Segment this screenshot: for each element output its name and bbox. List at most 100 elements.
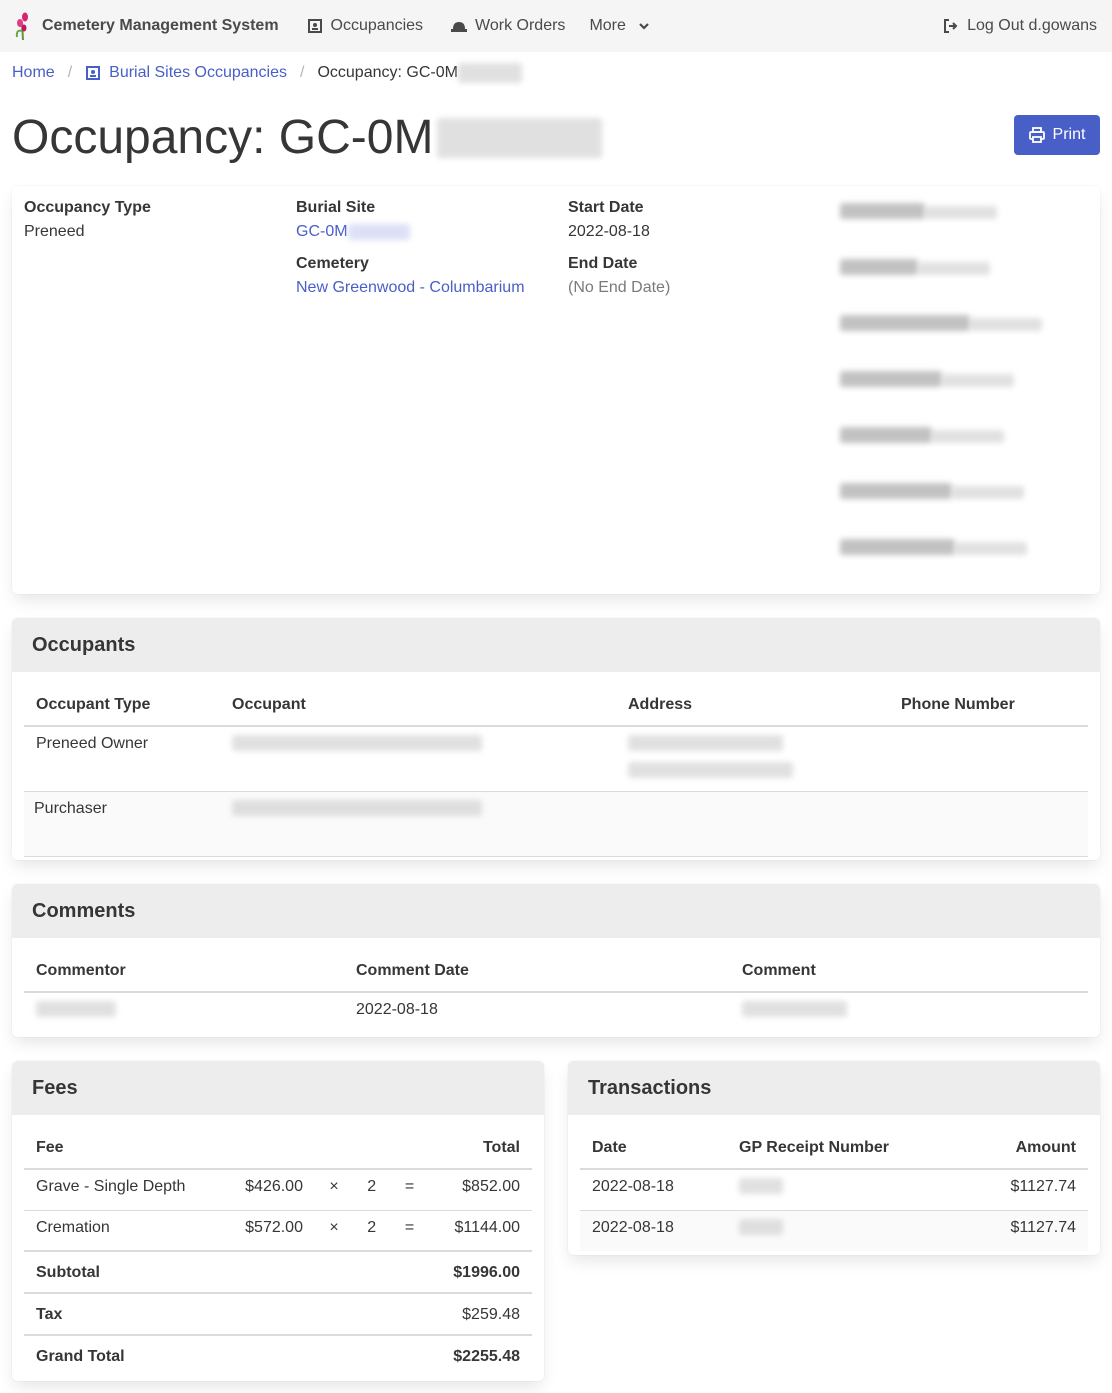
end-date-field: End Date (No End Date) bbox=[568, 252, 670, 300]
field-label: Start Date bbox=[568, 199, 644, 216]
logout-label: Log Out d.gowans bbox=[967, 17, 1097, 34]
comments-panel: Comments Commentor Comment Date Comment 20… bbox=[12, 884, 1100, 1037]
transactions-panel: Transactions Date GP Receipt Number Amount… bbox=[568, 1061, 1100, 1255]
equals-sign: = bbox=[390, 1210, 429, 1252]
breadcrumb-occupancies[interactable]: Burial Sites Occupancies bbox=[85, 64, 287, 82]
fee-unit-price: $426.00 bbox=[221, 1169, 315, 1211]
field-label: Cemetery bbox=[296, 255, 369, 272]
fee-total: $852.00 bbox=[428, 1169, 532, 1211]
tax-value: $259.48 bbox=[428, 1293, 532, 1336]
breadcrumb-occupancies-label: Burial Sites Occupancies bbox=[109, 64, 287, 81]
breadcrumb-separator: / bbox=[300, 64, 305, 81]
column-header: Comment Date bbox=[344, 950, 730, 993]
subtotal-label: Subtotal bbox=[24, 1251, 429, 1294]
occupants-panel: Occupants Occupant Type Occupant Address Ph… bbox=[12, 618, 1100, 860]
field-value: Preneed bbox=[24, 223, 85, 240]
transaction-date: 2022-08-18 bbox=[580, 1169, 727, 1211]
nav-occupancies[interactable]: Occupancies bbox=[307, 17, 424, 35]
breadcrumb: Home / Burial Sites Occupancies / Occupa… bbox=[12, 63, 522, 83]
fee-quantity: 2 bbox=[352, 1169, 391, 1211]
start-date-field: Start Date 2022-08-18 bbox=[568, 196, 650, 244]
column-header: Occupant Type bbox=[24, 684, 220, 727]
transaction-date: 2022-08-18 bbox=[592, 1218, 674, 1236]
grand-total-label: Grand Total bbox=[36, 1348, 125, 1365]
table-row: 2022-08-18 bbox=[24, 992, 1088, 1030]
column-header: GP Receipt Number bbox=[727, 1127, 966, 1170]
fee-name: Cremation bbox=[24, 1210, 222, 1252]
tax-row: Tax $259.48 bbox=[24, 1293, 532, 1336]
table-row: Purchaser bbox=[24, 791, 1088, 857]
column-header: Comment bbox=[730, 950, 1088, 993]
transaction-row: 2022-08-18 $1127.74 bbox=[580, 1169, 1088, 1211]
transaction-row: 2022-08-18 $1127.74 bbox=[580, 1210, 1088, 1251]
breadcrumb-separator: / bbox=[67, 64, 73, 81]
table-row: Preneed Owner bbox=[24, 726, 1088, 792]
cemetery-link[interactable]: New Greenwood - Columbarium bbox=[296, 279, 525, 296]
column-header: Fee bbox=[24, 1127, 429, 1170]
transaction-amount: $1127.74 bbox=[1010, 1218, 1076, 1236]
nav-occupancies-label: Occupancies bbox=[330, 17, 424, 34]
grand-total-value: $2255.48 bbox=[453, 1348, 520, 1365]
fee-unit-price: $572.00 bbox=[221, 1210, 315, 1252]
navbar: Cemetery Management System Occupancies W… bbox=[0, 0, 1112, 52]
tulip-logo-icon bbox=[15, 12, 28, 41]
column-header: Phone Number bbox=[889, 684, 1088, 727]
nav-work-orders-label: Work Orders bbox=[475, 17, 566, 34]
breadcrumb-current: Occupancy: GC-0M bbox=[317, 64, 458, 81]
field-label: Burial Site bbox=[296, 199, 376, 216]
field-value: (No End Date) bbox=[568, 279, 671, 296]
panel-heading: Transactions bbox=[568, 1061, 1100, 1115]
column-header: Total bbox=[428, 1127, 532, 1170]
chevron-down-icon bbox=[639, 23, 649, 30]
subtotal-value: $1996.00 bbox=[428, 1251, 532, 1294]
cemetery-field: Cemetery New Greenwood - Columbarium bbox=[296, 252, 525, 300]
nav-more-label: More bbox=[589, 17, 626, 34]
subtotal-row: Subtotal $1996.00 bbox=[24, 1251, 532, 1294]
logout-link[interactable]: Log Out d.gowans bbox=[943, 17, 1097, 35]
burial-site-field: Burial Site GC-0M bbox=[296, 196, 410, 244]
fee-quantity: 2 bbox=[352, 1210, 391, 1252]
fees-table: Fee Total Grave - Single Depth $426.00 × 2 = $… bbox=[24, 1127, 532, 1377]
brand-title: Cemetery Management System bbox=[42, 17, 279, 34]
comment-date: 2022-08-18 bbox=[356, 1001, 438, 1018]
occupancy-details-card: Occupancy Type Preneed Burial Site GC-0M… bbox=[12, 186, 1100, 594]
fee-row: Grave - Single Depth $426.00 × 2 = $852.00 bbox=[24, 1169, 532, 1211]
column-header: Address bbox=[616, 684, 889, 727]
occupancy-icon bbox=[86, 66, 101, 80]
column-header: Amount bbox=[965, 1127, 1088, 1170]
burial-site-link[interactable]: GC-0M bbox=[296, 223, 348, 240]
transactions-table: Date GP Receipt Number Amount 2022-08-18 $1… bbox=[580, 1127, 1088, 1251]
equals-sign: = bbox=[390, 1169, 429, 1211]
hard-hat-icon bbox=[451, 22, 468, 32]
sign-out-icon bbox=[944, 19, 958, 33]
fee-row: Cremation $572.00 × 2 = $1144.00 bbox=[24, 1210, 532, 1252]
panel-heading: Occupants bbox=[12, 618, 1100, 672]
panel-heading: Comments bbox=[12, 884, 1100, 938]
comments-table: Commentor Comment Date Comment 2022-08-18 bbox=[24, 950, 1088, 1030]
column-header: Date bbox=[580, 1127, 727, 1170]
brand-link[interactable]: Cemetery Management System bbox=[14, 11, 279, 41]
redacted-text bbox=[457, 63, 522, 83]
transaction-amount: $1127.74 bbox=[965, 1169, 1088, 1211]
print-label: Print bbox=[1052, 126, 1086, 143]
redacted-text bbox=[347, 223, 410, 240]
panel-heading: Fees bbox=[12, 1061, 544, 1115]
occupancy-type-field: Occupancy Type Preneed bbox=[24, 196, 151, 244]
times-sign: × bbox=[314, 1169, 353, 1211]
fee-name: Grave - Single Depth bbox=[24, 1169, 222, 1211]
nav-more-dropdown[interactable]: More bbox=[589, 17, 649, 35]
redacted-fields bbox=[840, 198, 1042, 590]
page-title-text: Occupancy: GC-0M bbox=[12, 111, 434, 164]
print-icon bbox=[1028, 127, 1045, 143]
nav-work-orders[interactable]: Work Orders bbox=[451, 17, 565, 35]
occupant-type: Preneed Owner bbox=[24, 726, 220, 792]
redacted-text bbox=[437, 117, 603, 158]
occupancy-icon bbox=[307, 19, 322, 33]
breadcrumb-home[interactable]: Home bbox=[12, 64, 55, 81]
page-title: Occupancy: GC-0M bbox=[12, 110, 603, 165]
print-button[interactable]: Print bbox=[1014, 115, 1100, 155]
occupants-table: Occupant Type Occupant Address Phone Number… bbox=[24, 684, 1088, 857]
grand-total-row: Grand Total $2255.48 bbox=[24, 1335, 532, 1377]
field-label: Occupancy Type bbox=[24, 199, 151, 216]
fee-total: $1144.00 bbox=[428, 1210, 532, 1252]
